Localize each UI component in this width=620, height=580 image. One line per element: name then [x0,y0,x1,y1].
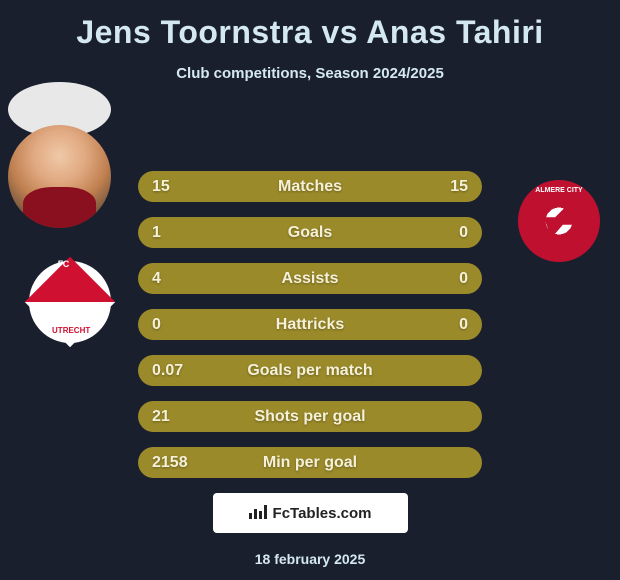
club-left-badge-text2: UTRECHT [52,326,90,335]
stat-row: 21 Shots per goal [138,401,482,432]
stat-right-value: 15 [428,178,468,196]
season-subtitle: Club competitions, Season 2024/2025 [8,65,612,82]
stat-label: Shots per goal [254,408,365,426]
player-left-avatar [8,125,111,228]
stat-label: Hattricks [276,316,344,334]
stat-right-value: 0 [428,224,468,242]
stat-left-value: 1 [152,224,192,242]
stat-label: Min per goal [263,454,357,472]
stat-left-value: 15 [152,178,192,196]
stat-right-value: 0 [428,316,468,334]
stat-left-value: 0 [152,316,192,334]
stat-left-value: 0.07 [152,362,192,380]
stats-list: 15 Matches 15 1 Goals 0 4 Assists 0 0 Ha… [138,171,482,478]
stat-label: Matches [278,178,342,196]
club-left-badge-text: FC [58,259,69,269]
stat-row: 1 Goals 0 [138,217,482,248]
stat-label: Assists [282,270,339,288]
stat-row: 2158 Min per goal [138,447,482,478]
club-right-logo: ALMERE CITY [518,180,600,262]
stat-row: 4 Assists 0 [138,263,482,294]
stat-label: Goals per match [247,362,372,380]
stat-left-value: 4 [152,270,192,288]
stat-right-value: 0 [428,270,468,288]
footer-brand-text: FcTables.com [273,505,372,522]
club-right-badge-text: ALMERE CITY [535,187,582,194]
chart-icon [249,503,267,524]
page-title: Jens Toornstra vs Anas Tahiri [8,14,612,51]
stat-row: 0 Hattricks 0 [138,309,482,340]
stat-label: Goals [288,224,332,242]
stat-left-value: 2158 [152,454,192,472]
stat-row: 15 Matches 15 [138,171,482,202]
footer-brand-badge[interactable]: FcTables.com [213,493,408,533]
footer-date: 18 february 2025 [8,551,612,567]
stat-row: 0.07 Goals per match [138,355,482,386]
stat-left-value: 21 [152,408,192,426]
club-left-logo: FC UTRECHT [29,261,111,343]
